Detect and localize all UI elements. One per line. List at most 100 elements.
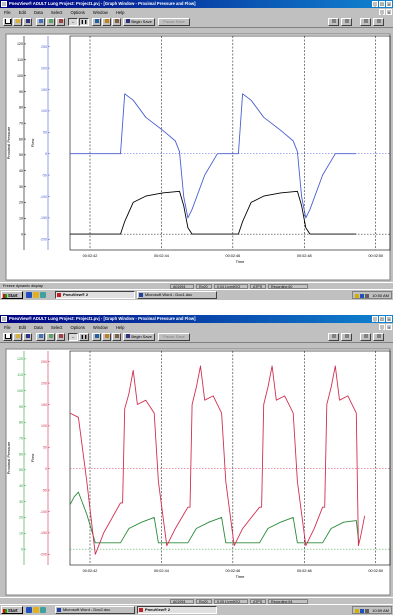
report-icon: [58, 19, 63, 24]
menu-data[interactable]: Data: [33, 9, 43, 15]
menu-window[interactable]: Window: [92, 324, 108, 330]
minimize-button[interactable]: _: [372, 1, 378, 7]
flow-tick-label: 100: [41, 424, 47, 428]
monitor-icon[interactable]: [360, 609, 364, 613]
pause-save-button[interactable]: Pause Save: [158, 333, 190, 341]
tool-button-a[interactable]: [328, 333, 339, 341]
menu-data[interactable]: Data: [33, 324, 43, 330]
new-button[interactable]: [3, 18, 12, 26]
clock[interactable]: 10:50 AM: [372, 293, 389, 298]
minimize-button[interactable]: _: [372, 316, 378, 322]
doc-close-button[interactable]: ×: [386, 324, 392, 330]
outlook-icon[interactable]: [33, 607, 39, 613]
maximize-button[interactable]: □: [379, 1, 385, 7]
close-button[interactable]: ×: [386, 316, 392, 322]
freeze-button[interactable]: ❚❚: [79, 333, 89, 341]
zoom-button[interactable]: [102, 18, 111, 26]
pressure-flow-chart[interactable]: 0 10 20 30 40 50 60 70 80 90 100 110 120 -200 -150 -100…: [0, 28, 393, 282]
network-icon[interactable]: [365, 609, 369, 613]
freeze-button[interactable]: ❚❚: [79, 18, 89, 26]
taskbar-item-pneuview[interactable]: PneuView® 2: [55, 291, 135, 299]
desktop-icon[interactable]: [40, 607, 46, 613]
time-tick-label: 00:02:50: [368, 254, 383, 258]
speaker-icon[interactable]: [355, 294, 359, 298]
tool-button-b[interactable]: [341, 333, 352, 341]
time-tick-label: 00:02:46: [225, 254, 240, 258]
open-button[interactable]: [13, 333, 22, 341]
print-button[interactable]: [112, 333, 121, 341]
new-file-icon: [4, 19, 11, 25]
menu-file[interactable]: File: [4, 9, 11, 15]
tool-button-c[interactable]: [360, 18, 371, 26]
menu-options[interactable]: Options: [70, 324, 85, 330]
report-button[interactable]: [56, 333, 65, 341]
desktop-icon[interactable]: [40, 292, 46, 298]
menu-file[interactable]: File: [4, 324, 11, 330]
title-bar[interactable]: PneuView® ADULT Lung Project: Project1.p…: [0, 315, 393, 323]
zoom-button[interactable]: [102, 333, 111, 341]
ie-icon[interactable]: [26, 292, 32, 298]
app-icon[interactable]: [1, 316, 7, 322]
tool-button-b[interactable]: [341, 18, 352, 26]
tool-button-d[interactable]: [373, 18, 384, 26]
menu-edit[interactable]: Edit: [18, 9, 26, 15]
app-icon[interactable]: [1, 1, 7, 7]
maximize-button[interactable]: □: [379, 316, 385, 322]
word-icon: [57, 608, 61, 612]
open-button[interactable]: [13, 18, 22, 26]
chart-button[interactable]: [92, 18, 101, 26]
network-icon[interactable]: [365, 294, 369, 298]
save-disk-icon: [126, 334, 131, 339]
monitor-icon[interactable]: [360, 294, 364, 298]
tool-b-icon: [344, 334, 349, 339]
save-button[interactable]: [23, 18, 32, 26]
graph-button[interactable]: [36, 18, 45, 26]
tool-button-c[interactable]: [360, 333, 371, 341]
doc-minimize-button[interactable]: _: [379, 324, 385, 330]
graph-area: [6, 34, 390, 280]
cursor-button[interactable]: ↔: [68, 333, 78, 341]
save-button[interactable]: [23, 333, 32, 341]
pneuview-icon: [139, 608, 143, 612]
menu-help[interactable]: Help: [115, 9, 125, 15]
print-button[interactable]: [112, 18, 121, 26]
tool-a-icon: [331, 19, 336, 24]
doc-minimize-button[interactable]: _: [379, 9, 385, 15]
taskbar-item-word[interactable]: Microsoft Word - Doc1.doc: [137, 291, 217, 299]
menu-select[interactable]: Select: [50, 9, 63, 15]
tool-a-icon: [331, 334, 336, 339]
speaker-icon[interactable]: [355, 609, 359, 613]
close-button[interactable]: ×: [386, 1, 392, 7]
taskbar-item-word[interactable]: Microsoft Word - Doc2.doc: [55, 606, 135, 614]
pressure-tick-label: 100: [17, 389, 23, 393]
graph-button[interactable]: [36, 333, 45, 341]
ie-icon[interactable]: [26, 607, 32, 613]
cursor-button[interactable]: ↔: [68, 18, 78, 26]
new-button[interactable]: [3, 333, 12, 341]
pressure-tick-label: 50: [19, 153, 23, 157]
tool-button-a[interactable]: [328, 18, 339, 26]
start-button[interactable]: Start: [1, 291, 23, 299]
outlook-icon[interactable]: [33, 292, 39, 298]
menu-options[interactable]: Options: [70, 9, 85, 15]
clock[interactable]: 10:59 AM: [372, 608, 389, 613]
chart-button[interactable]: [92, 333, 101, 341]
tool-button-d[interactable]: [373, 333, 384, 341]
title-bar[interactable]: PneuView® ADULT Lung Project: Project1.p…: [0, 0, 393, 8]
pressure-tick-label: 20: [19, 201, 23, 205]
pressure-flow-chart[interactable]: 0 10 20 30 40 50 60 70 80 90 100 110 120 -200 -150 -100…: [0, 343, 393, 597]
menu-window[interactable]: Window: [92, 9, 108, 15]
menu-edit[interactable]: Edit: [18, 324, 26, 330]
table-button[interactable]: [46, 333, 55, 341]
table-button[interactable]: [46, 18, 55, 26]
doc-close-button[interactable]: ×: [386, 9, 392, 15]
taskbar-item-pneuview[interactable]: PneuView® 2: [137, 606, 217, 614]
pause-save-button[interactable]: Pause Save: [158, 18, 190, 26]
begin-save-button[interactable]: Begin Save: [123, 333, 155, 341]
menu-select[interactable]: Select: [50, 324, 63, 330]
menu-help[interactable]: Help: [115, 324, 125, 330]
begin-save-button[interactable]: Begin Save: [123, 18, 155, 26]
start-button[interactable]: Start: [1, 606, 23, 614]
pause-icon: ❚❚: [80, 334, 88, 339]
report-button[interactable]: [56, 18, 65, 26]
